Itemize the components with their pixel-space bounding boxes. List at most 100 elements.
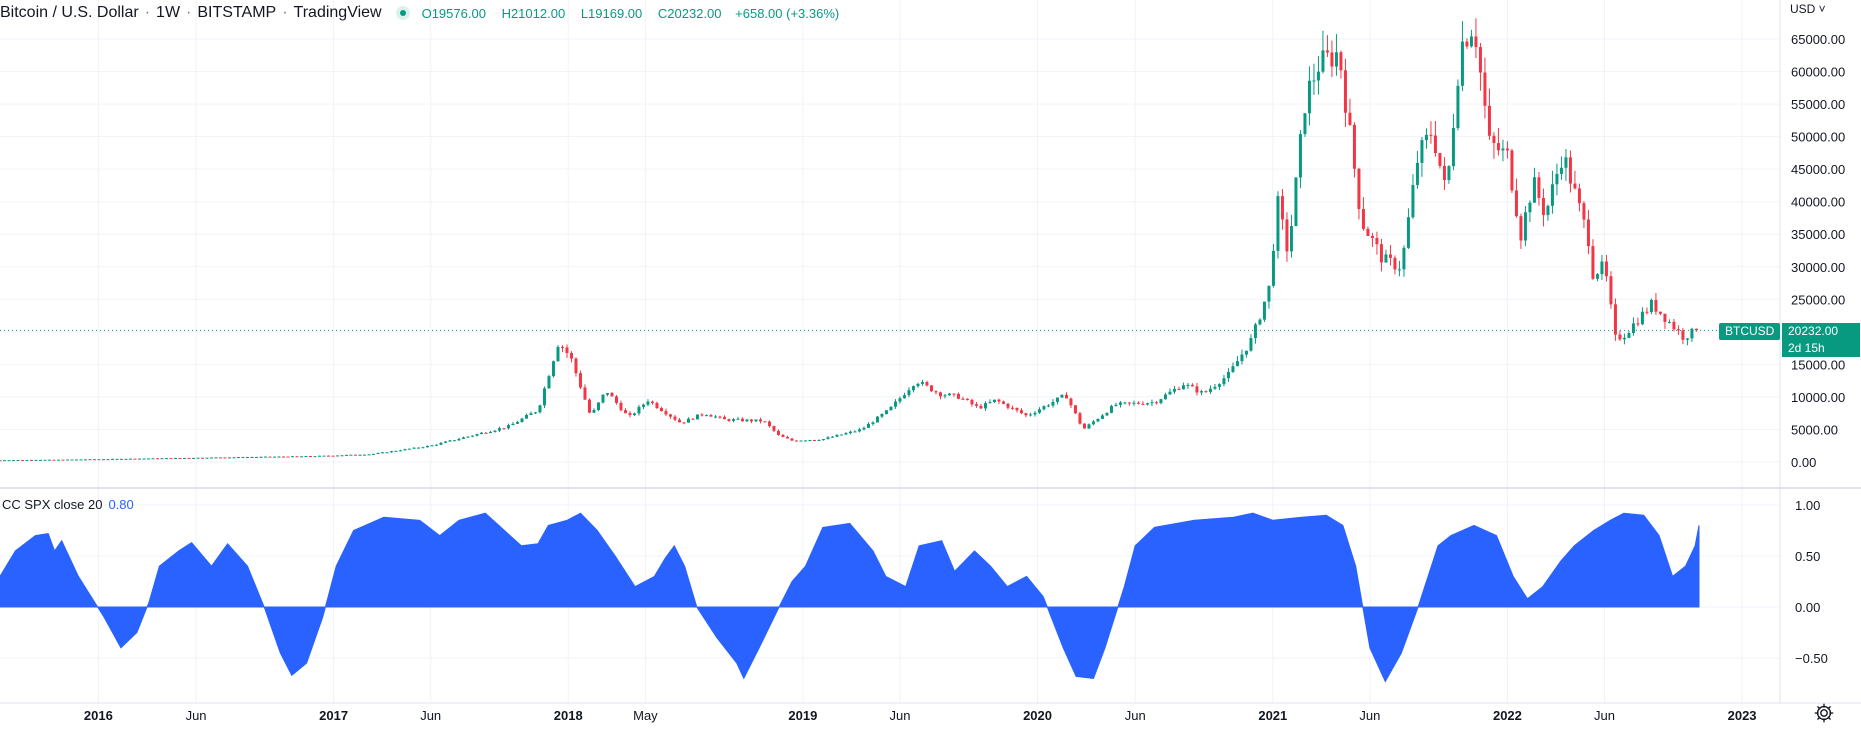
- candle-down: [709, 415, 713, 417]
- candle-up: [79, 459, 83, 461]
- candle-down: [772, 426, 776, 431]
- correlation-area: [0, 512, 1700, 683]
- candle-down: [1514, 190, 1518, 217]
- open-label: O: [421, 5, 432, 21]
- close-value: 20232.00: [667, 5, 722, 21]
- candle-up: [1411, 184, 1415, 218]
- candle-up: [1640, 311, 1644, 325]
- candle-down: [1505, 148, 1509, 151]
- candle-up: [1060, 394, 1064, 398]
- candle-down: [758, 419, 762, 422]
- indicator-name[interactable]: CC SPX close 20: [2, 497, 103, 512]
- candle-down: [1609, 276, 1613, 305]
- candle-up: [817, 440, 821, 442]
- time-tick-label: May: [633, 708, 658, 723]
- candle-up: [1307, 80, 1311, 114]
- candle-up: [380, 452, 384, 454]
- candle-down: [281, 456, 285, 458]
- indicator-value: 0.80: [108, 497, 134, 512]
- candle-down: [790, 438, 794, 441]
- candle-up: [443, 441, 447, 443]
- candle-down: [1487, 105, 1491, 136]
- candle-up: [1384, 254, 1388, 263]
- candle-down: [628, 413, 632, 416]
- candle-down: [1586, 219, 1590, 247]
- source-label: TradingView: [293, 4, 382, 21]
- candle-down: [1073, 405, 1077, 414]
- candle-up: [1456, 85, 1460, 128]
- main-series-legend: Bitcoin / U.S. Dollar · 1W · BITSTAMP · …: [0, 2, 839, 24]
- candle-up: [425, 445, 429, 448]
- candle-down: [1330, 52, 1334, 67]
- candle-up: [866, 423, 870, 428]
- candle-down: [1591, 246, 1595, 279]
- candle-up: [1226, 371, 1230, 379]
- candle-down: [610, 393, 614, 397]
- candle-up: [1550, 184, 1554, 206]
- candle-up: [1546, 205, 1550, 216]
- candle-up: [1042, 406, 1046, 410]
- candle-up: [1249, 338, 1253, 351]
- last-price-label: 20232.00: [1788, 324, 1839, 338]
- candle-up: [1105, 412, 1109, 416]
- candle-down: [956, 393, 960, 399]
- candle-up: [884, 410, 888, 414]
- candle-up: [1321, 50, 1325, 72]
- candle-down: [178, 457, 182, 459]
- candle-down: [997, 399, 1001, 402]
- candle-down: [155, 458, 159, 460]
- candle-up: [1303, 113, 1307, 135]
- price-tick-label: 15000.00: [1791, 357, 1845, 372]
- candle-up: [1600, 261, 1604, 275]
- candle-down: [286, 456, 290, 458]
- candle-up: [1667, 321, 1671, 323]
- candle-down: [331, 455, 335, 457]
- candle-up: [893, 401, 897, 407]
- candle-up: [34, 459, 38, 461]
- candle-down: [1388, 254, 1392, 258]
- candle-up: [358, 454, 362, 456]
- candle-down: [727, 419, 731, 421]
- candle-up: [115, 458, 119, 460]
- gear-icon[interactable]: [1813, 702, 1835, 724]
- candle-down: [0, 460, 2, 462]
- indicator-tick-label: 1.00: [1795, 498, 1820, 513]
- candle-down: [1343, 70, 1347, 113]
- candle-up: [1114, 404, 1118, 406]
- candle-up: [1186, 384, 1190, 386]
- candle-up: [1501, 148, 1505, 151]
- candle-up: [835, 434, 839, 437]
- candle-up: [250, 457, 254, 459]
- candle-down: [1339, 52, 1343, 71]
- candle-up: [1397, 269, 1401, 271]
- candle-up: [857, 429, 861, 432]
- candle-up: [1159, 399, 1163, 404]
- candle-down: [241, 457, 245, 459]
- candle-down: [1154, 402, 1158, 404]
- candle-up: [128, 458, 132, 460]
- candle-down: [1379, 244, 1383, 263]
- symbol-title[interactable]: Bitcoin / U.S. Dollar: [0, 4, 139, 21]
- interval-label[interactable]: 1W: [156, 4, 181, 21]
- candle-down: [1001, 401, 1005, 404]
- candle-up: [344, 454, 348, 456]
- low-label: L: [580, 5, 589, 21]
- time-tick-label: Jun: [889, 708, 910, 723]
- candle-up: [106, 459, 110, 461]
- candle-down: [1613, 304, 1617, 335]
- candle-down: [1537, 177, 1541, 198]
- candle-down: [974, 404, 978, 406]
- currency-selector[interactable]: USD ˅: [1790, 2, 1826, 16]
- candle-down: [970, 399, 974, 405]
- correlation-area-series: [0, 512, 1700, 683]
- candle-up: [497, 428, 501, 431]
- candle-up: [182, 457, 186, 459]
- candle-up: [1276, 196, 1280, 251]
- candle-up: [479, 432, 483, 435]
- indicator-legend[interactable]: CC SPX close 20 0.80: [2, 497, 134, 512]
- candle-up: [191, 457, 195, 459]
- candle-up: [1271, 250, 1275, 286]
- low-value: 19169.00: [588, 5, 643, 21]
- candle-up: [254, 456, 258, 458]
